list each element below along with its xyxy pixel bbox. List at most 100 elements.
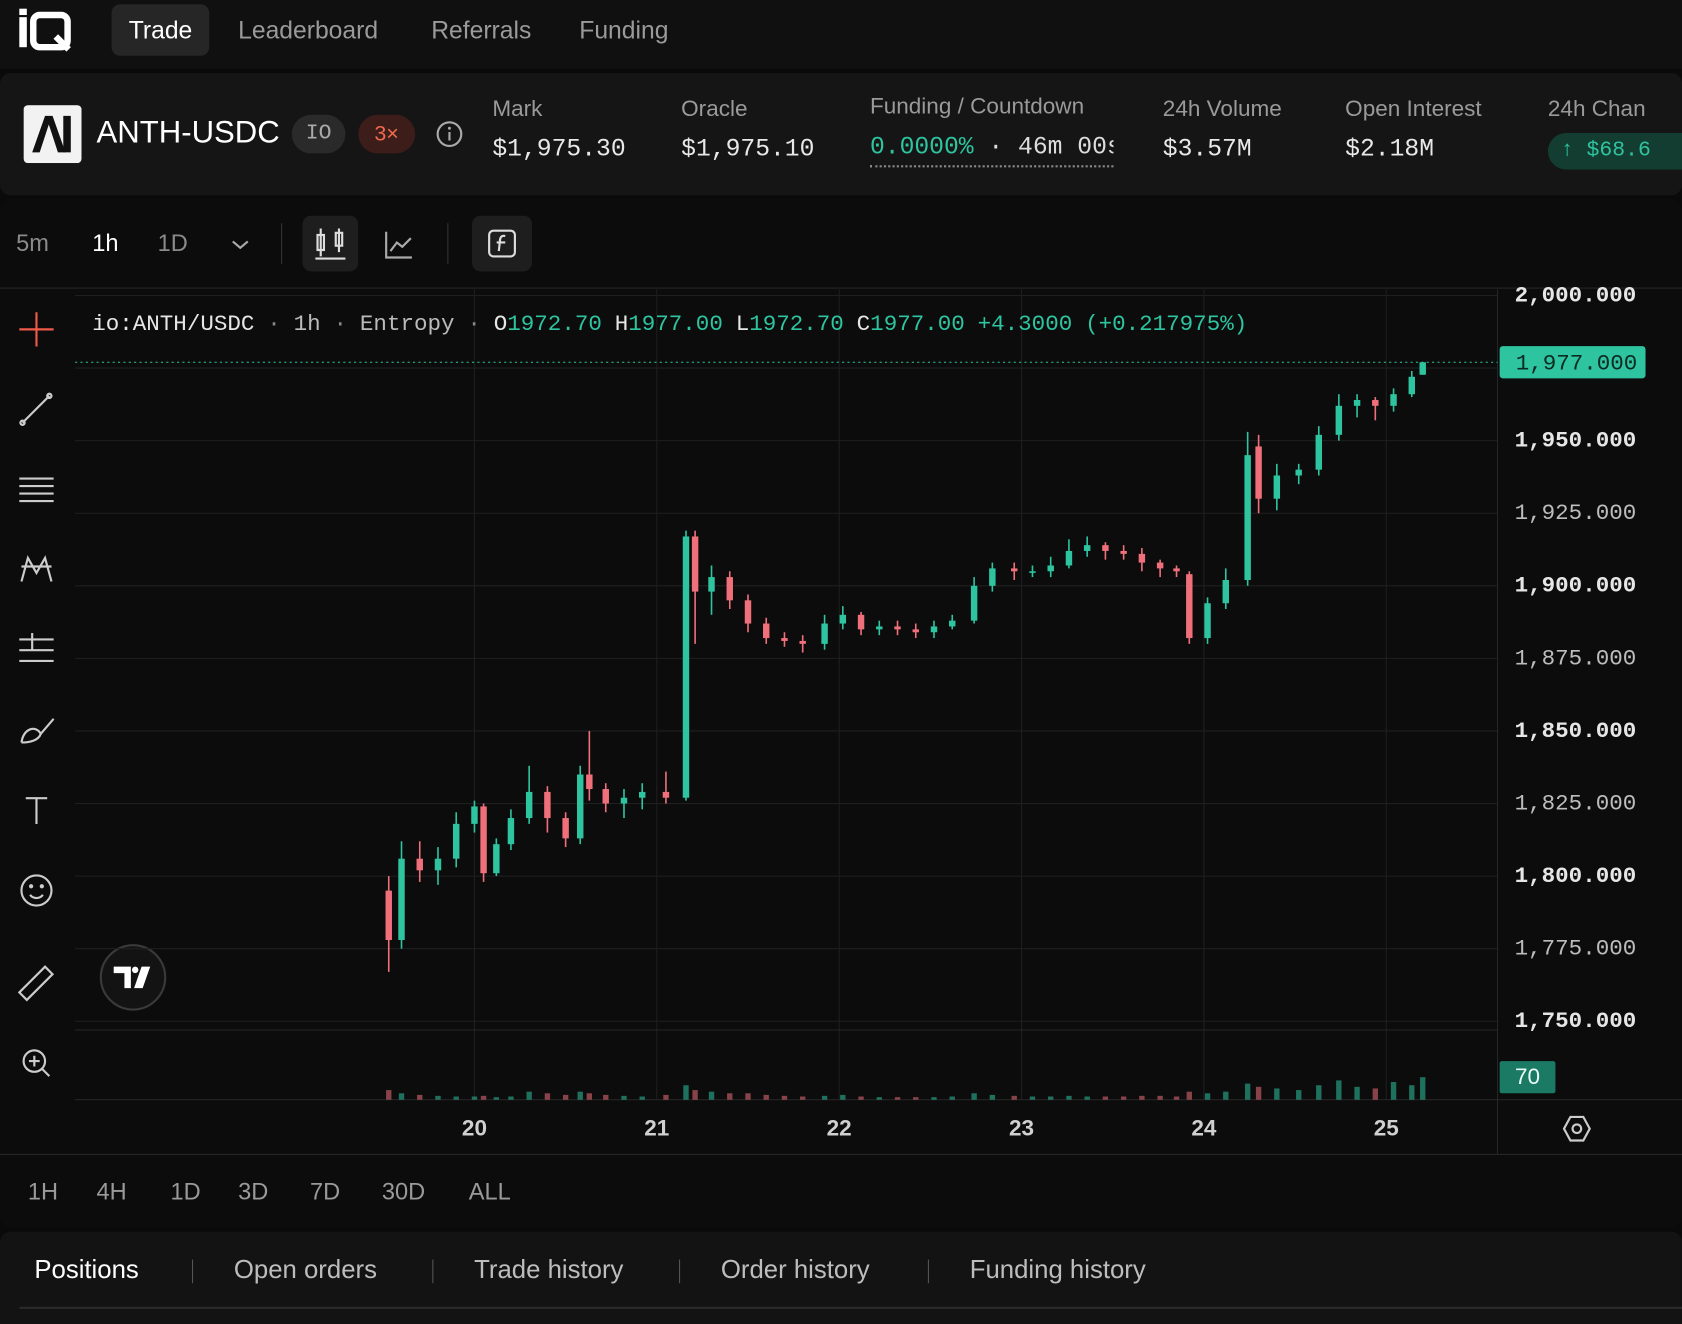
y-tick-label: 1,825.000 xyxy=(1515,790,1637,816)
volume-bar xyxy=(639,1096,645,1100)
bottom-tab[interactable]: Positions xyxy=(34,1255,139,1285)
bottom-tab[interactable]: Funding history xyxy=(969,1255,1146,1285)
range-button[interactable]: 7D xyxy=(310,1178,341,1205)
stat-label: Oracle xyxy=(681,96,748,122)
legend-change: +4.3000 xyxy=(978,311,1073,337)
text-tool[interactable] xyxy=(25,797,48,824)
volume-bar xyxy=(621,1095,627,1100)
candle-body xyxy=(726,577,733,601)
projection-tool[interactable] xyxy=(19,633,54,662)
ruler-tool[interactable] xyxy=(17,965,55,1002)
interval[interactable]: 1h xyxy=(92,229,119,257)
range-button[interactable]: 1H xyxy=(27,1178,59,1205)
candle-body xyxy=(894,626,901,630)
candle-body xyxy=(1138,553,1146,563)
stat-value: $2.18M xyxy=(1345,135,1435,164)
y-tick-label: 1,850.000 xyxy=(1515,718,1637,744)
candle-body xyxy=(912,629,919,633)
candle-body xyxy=(662,791,670,798)
x-tick-label: 20 xyxy=(462,1116,487,1141)
range-button[interactable]: 30D xyxy=(381,1178,426,1205)
volume-bar xyxy=(949,1096,955,1100)
bottom-tab[interactable]: Trade history xyxy=(474,1255,624,1285)
legend-separator: · xyxy=(334,311,348,337)
candle-body xyxy=(1419,362,1426,375)
candle-body xyxy=(602,789,609,804)
y-tick-label: 1,750.000 xyxy=(1515,1008,1637,1034)
legend-interval: 1h xyxy=(294,311,321,337)
chart-legend: io:ANTH/USDC · 1h · Entropy · O1972.70 H1977.00… xyxy=(92,311,1247,337)
logo[interactable] xyxy=(17,8,73,52)
volume-tag xyxy=(1499,1061,1556,1094)
volume-bar xyxy=(435,1095,441,1100)
candle-body xyxy=(577,774,584,839)
legend-c: 1977.00 xyxy=(870,311,965,337)
volume-bar xyxy=(1139,1095,1145,1100)
y-tick-label: 1,925.000 xyxy=(1515,500,1637,526)
y-tick-label: 1,950.000 xyxy=(1515,428,1637,454)
separator xyxy=(432,1259,434,1284)
interval[interactable]: 5m xyxy=(16,229,49,257)
separator xyxy=(281,223,283,264)
volume-bar xyxy=(727,1093,733,1100)
legend-separator: · xyxy=(267,311,281,337)
nav-tab[interactable]: Trade xyxy=(111,4,210,56)
indicators-button[interactable] xyxy=(471,215,533,272)
volume-bar xyxy=(858,1096,864,1100)
candle-body xyxy=(970,585,978,621)
volume-bar xyxy=(1372,1088,1378,1100)
volume-bar xyxy=(1420,1077,1426,1100)
stat-label: Funding / Countdown xyxy=(869,94,1085,120)
settings-icon[interactable] xyxy=(1562,1115,1591,1142)
candle-body xyxy=(525,791,533,819)
tradingview-logo[interactable] xyxy=(99,943,168,1012)
nav-tab[interactable]: Funding xyxy=(579,16,669,44)
line-chart-button[interactable] xyxy=(382,227,416,261)
x-tick-label: 21 xyxy=(644,1116,669,1141)
stat-value: 0.0000% xyxy=(869,133,974,161)
leverage-badge[interactable]: 3× xyxy=(358,114,415,154)
volume-bar xyxy=(821,1095,828,1100)
volume-bar xyxy=(544,1093,551,1100)
volume-bar xyxy=(1066,1095,1072,1100)
candle-body xyxy=(507,818,515,845)
candle-body xyxy=(1029,571,1036,573)
volume-bar xyxy=(763,1094,769,1100)
fib-tool[interactable] xyxy=(19,477,54,503)
candles-button[interactable] xyxy=(302,215,359,272)
candle-body xyxy=(708,577,715,592)
legend-o: 1972.70 xyxy=(507,311,602,337)
emoji-tool[interactable] xyxy=(20,874,53,907)
candle-body xyxy=(620,797,628,804)
range-button[interactable]: 4H xyxy=(96,1178,127,1205)
bottom-tab[interactable]: Order history xyxy=(720,1255,870,1285)
range-button[interactable]: 1D xyxy=(170,1178,201,1205)
interval[interactable]: 1D xyxy=(157,229,188,257)
brush-tool[interactable] xyxy=(20,718,55,744)
zoom-tool[interactable] xyxy=(22,1049,51,1077)
crosshair-tool[interactable] xyxy=(19,312,54,347)
funding[interactable]: 0.0000% · 46m 00s xyxy=(869,133,1114,168)
divider xyxy=(0,287,1682,289)
bottom-tab[interactable]: Open orders xyxy=(233,1255,377,1285)
change-badge: ↑ $68.6 xyxy=(1547,133,1682,170)
x-tick-label: 22 xyxy=(827,1116,852,1141)
info-icon[interactable] xyxy=(436,120,464,148)
x-tick-label: 23 xyxy=(1009,1116,1034,1141)
range-button[interactable]: 3D xyxy=(238,1178,269,1205)
nav-tab[interactable]: Referrals xyxy=(431,16,532,44)
trendline-tool[interactable] xyxy=(19,392,53,426)
pattern-tool[interactable] xyxy=(20,555,53,582)
candle-body xyxy=(639,791,646,798)
nav-tab[interactable]: Leaderboard xyxy=(238,16,379,44)
legend-l-label: L xyxy=(736,311,750,337)
range-button[interactable]: ALL xyxy=(468,1178,511,1205)
volume-bar xyxy=(493,1097,500,1100)
badge: IO xyxy=(291,114,346,154)
last-price-label: 1,977.000 xyxy=(1516,350,1638,376)
interval-dropdown[interactable] xyxy=(225,230,255,260)
candle-body xyxy=(691,536,699,592)
